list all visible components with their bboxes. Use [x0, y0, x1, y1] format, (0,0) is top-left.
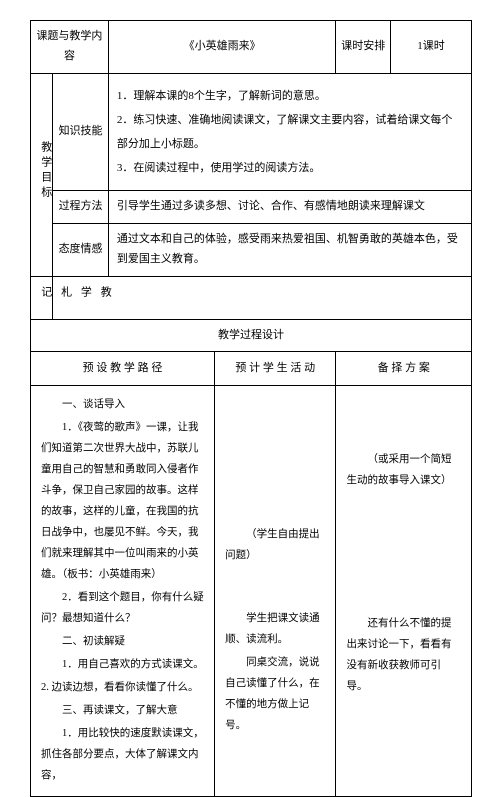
teaching-path: 一、谈话导入 1．《夜莺的歌声》一课，让我们知道第二次世界大战中，苏联儿童用自己…: [31, 386, 215, 797]
process-label: 过程方法: [53, 191, 109, 224]
skills-line3: 3．在阅读过程中，使用学过的阅读方法。: [117, 156, 463, 180]
skills-line2: 2．练习快速、准确地阅读课文，了解课文主要内容，试着给课文每个部分加上小标题。: [117, 108, 463, 156]
goal-row-process: 过程方法 引导学生通过多读多想、讨论、合作、有感情地朗读来理解课文: [31, 191, 472, 224]
left-p7: 三、再读课文，了解大意: [41, 700, 204, 721]
mid-p1: （学生自由提出问题）: [225, 524, 325, 566]
goals-vlabel: 教学目标: [31, 73, 53, 276]
left-p4: 二、初读解疑: [41, 631, 204, 652]
attitude-content: 通过文本和自己的体验，感受雨来热爱祖国、机智勇敢的英雄本色，受到爱国主义教育。: [108, 224, 471, 277]
lesson-title: 《小英雄雨来》: [108, 21, 336, 74]
left-p5: 1．用自己喜欢的方式读课文。: [41, 654, 204, 675]
goal-row-skills: 教学目标 知识技能 1．理解本课的8个生字，了解新词的意思。 2．练习快速、准确…: [31, 73, 472, 191]
period-label: 课时安排: [336, 21, 391, 74]
notes-vlabel: 教学札记: [31, 276, 53, 319]
process-title: 教学过程设计: [31, 319, 472, 352]
col1-header: 预 设 教 学 路 径: [31, 352, 215, 386]
attitude-label: 态度情感: [53, 224, 109, 277]
left-p6: 2. 边读边想，看看你读懂了什么。: [41, 677, 204, 698]
skills-label: 知识技能: [53, 73, 109, 191]
topic-label: 课题与教学内容: [31, 21, 109, 74]
notes-row: 教学札记: [31, 276, 472, 319]
alternative-plan: （或采用一个简短生动的故事导入课文） 还有什么不懂的提出来讨论一下，看看有没有新…: [336, 386, 472, 797]
process-header-row: 预 设 教 学 路 径 预 计 学 生 活 动 备 择 方 案: [31, 352, 472, 386]
left-p3: 2．看到这个题目，你有什么疑问？最想知道什么？: [41, 587, 204, 629]
skills-line1: 1．理解本课的8个生字，了解新词的意思。: [117, 84, 463, 108]
period-value: 1课时: [391, 21, 472, 74]
header-row: 课题与教学内容 《小英雄雨来》 课时安排 1课时: [31, 21, 472, 74]
skills-content: 1．理解本课的8个生字，了解新词的意思。 2．练习快速、准确地阅读课文，了解课文…: [108, 73, 471, 191]
col3-header: 备 择 方 案: [336, 352, 472, 386]
mid-p3: 同桌交流，说说自己读懂了什么，在不懂的地方做上记号。: [225, 652, 325, 736]
right-p1: （或采用一个简短生动的故事导入课文）: [346, 449, 461, 491]
col2-header: 预 计 学 生 活 动: [215, 352, 336, 386]
process-title-row: 教学过程设计: [31, 319, 472, 352]
process-content: 引导学生通过多读多想、讨论、合作、有感情地朗读来理解课文: [108, 191, 471, 224]
mid-p2: 学生把课文读通顺、读流利。: [225, 608, 325, 650]
goal-row-attitude: 态度情感 通过文本和自己的体验，感受雨来热爱祖国、机智勇敢的英雄本色，受到爱国主…: [31, 224, 472, 277]
left-p1: 一、谈话导入: [41, 394, 204, 415]
left-p2: 1．《夜莺的歌声》一课，让我们知道第二次世界大战中，苏联儿童用自己的智慧和勇敢同…: [41, 417, 204, 585]
left-p8: 1．用比较快的速度默读课文，抓住各部分要点，大体了解课文内容，: [41, 723, 204, 786]
right-p2: 还有什么不懂的提出来讨论一下，看看有没有新收获教师可引导。: [346, 613, 461, 697]
notes-content: [53, 276, 472, 319]
process-body-row: 一、谈话导入 1．《夜莺的歌声》一课，让我们知道第二次世界大战中，苏联儿童用自己…: [31, 386, 472, 797]
lesson-plan-table: 课题与教学内容 《小英雄雨来》 课时安排 1课时 教学目标 知识技能 1．理解本…: [30, 20, 472, 797]
student-activity: （学生自由提出问题） 学生把课文读通顺、读流利。 同桌交流，说说自己读懂了什么，…: [215, 386, 336, 797]
